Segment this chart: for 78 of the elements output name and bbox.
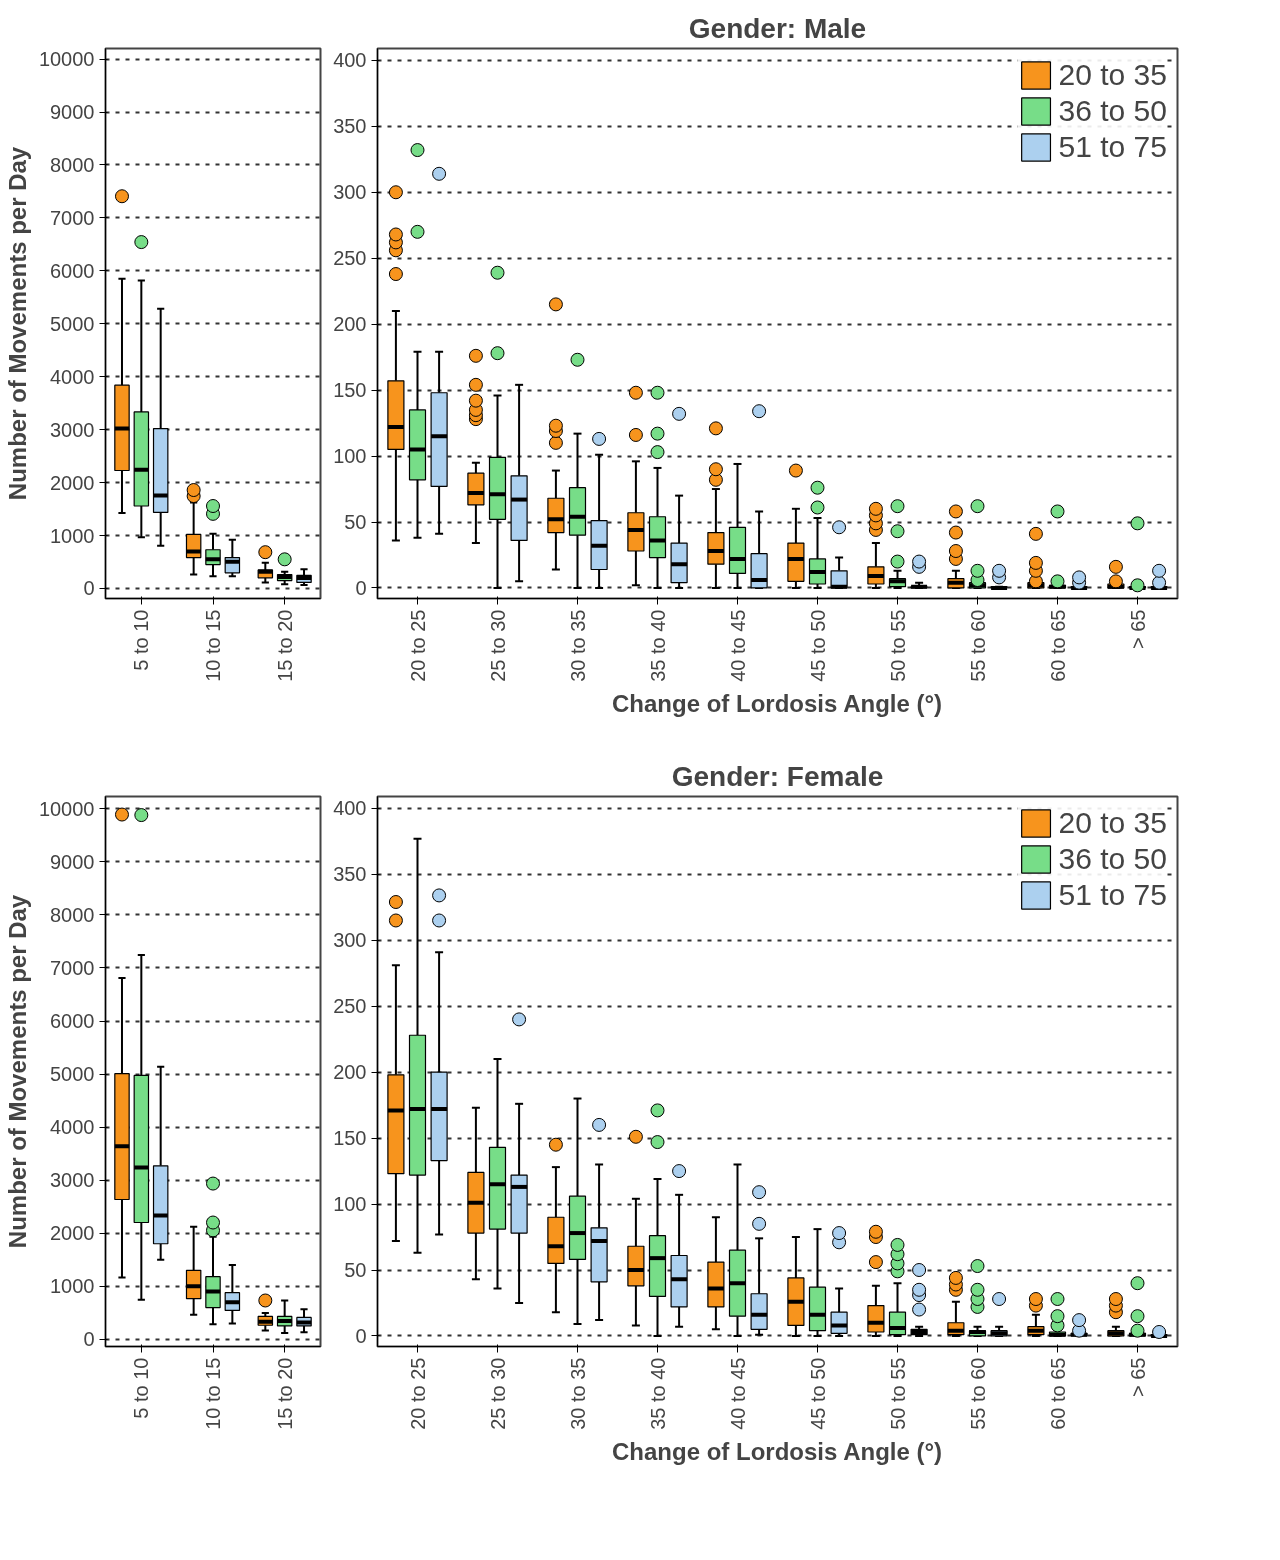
x-tick-label: 35 to 40 (646, 1357, 669, 1430)
y-tick-label: 1000 (50, 524, 95, 547)
y-tick-label: 8000 (50, 153, 95, 176)
y-tick-label: 400 (333, 49, 367, 72)
y-tick-label: 10000 (38, 48, 95, 71)
y-tick-label: 5000 (50, 1063, 95, 1086)
legend-label: 36 to 50 (1058, 94, 1167, 128)
x-tick-label: 10 to 15 (202, 1357, 224, 1430)
y-tick-label: 8000 (50, 903, 95, 926)
x-tick-label: 10 to 15 (202, 609, 224, 682)
y-tick-label: 4000 (50, 365, 95, 388)
x-tick-label: 60 to 65 (1046, 1357, 1069, 1430)
y-tick-label: 0 (355, 576, 367, 599)
y-tick-label: 250 (333, 995, 367, 1018)
y-tick-label: 3000 (50, 418, 95, 441)
x-tick-label: 5 to 10 (130, 1357, 153, 1419)
y-tick-label: 150 (333, 1127, 367, 1150)
chart-title: Gender: Male (688, 12, 867, 44)
y-tick-label: 6000 (50, 1010, 95, 1032)
y-tick-label: 50 (344, 1259, 367, 1281)
y-tick-label: 3000 (50, 1169, 95, 1192)
y-tick-label: 150 (333, 379, 367, 402)
x-tick-label: 50 to 55 (886, 1357, 909, 1430)
y-tick-label: 1000 (50, 1275, 95, 1298)
legend-label: 51 to 75 (1058, 878, 1167, 912)
y-tick-label: 350 (333, 863, 367, 886)
x-axis-title: Change of Lordosis Angle (°) (612, 1437, 943, 1465)
legend-label: 36 to 50 (1058, 842, 1167, 876)
y-tick-label: 200 (333, 1061, 367, 1084)
x-tick-label: 55 to 60 (966, 609, 989, 682)
y-tick-label: 9000 (50, 101, 95, 124)
legend-label: 51 to 75 (1058, 130, 1167, 164)
y-tick-label: 5000 (50, 312, 95, 335)
x-tick-label: > 65 (1126, 1357, 1149, 1397)
y-axis-title: Number of Movements per Day (3, 146, 31, 501)
y-tick-label: 0 (355, 1324, 367, 1347)
legend-label: 20 to 35 (1058, 58, 1167, 92)
y-tick-label: 2000 (50, 1222, 95, 1245)
x-tick-label: 15 to 20 (273, 609, 296, 682)
x-tick-label: 20 to 25 (406, 1357, 429, 1430)
x-tick-label: 60 to 65 (1046, 609, 1069, 682)
y-tick-label: 200 (333, 313, 367, 336)
y-tick-label: 6000 (50, 259, 95, 282)
x-tick-label: 5 to 10 (130, 609, 153, 671)
x-tick-label: 30 to 35 (566, 609, 589, 682)
y-tick-label: 4000 (50, 1116, 95, 1139)
y-tick-label: 250 (333, 247, 367, 270)
x-tick-label: 35 to 40 (646, 609, 669, 682)
y-tick-label: 300 (333, 181, 367, 204)
y-tick-label: 7000 (50, 206, 95, 229)
x-tick-label: 20 to 25 (406, 609, 429, 682)
y-tick-label: 300 (333, 929, 367, 952)
x-tick-label: 25 to 30 (486, 609, 509, 682)
x-axis-title: Change of Lordosis Angle (°) (612, 689, 943, 717)
x-tick-label: 15 to 20 (273, 1357, 296, 1430)
y-tick-label: 100 (333, 1193, 367, 1216)
legend-label: 20 to 35 (1058, 806, 1167, 840)
x-tick-label: > 65 (1126, 609, 1149, 649)
x-tick-label: 45 to 50 (806, 609, 829, 682)
x-tick-label: 55 to 60 (966, 1357, 989, 1430)
chart-title: Gender: Female (671, 760, 884, 792)
x-tick-label: 30 to 35 (566, 1357, 589, 1430)
y-tick-label: 50 (344, 511, 367, 533)
y-tick-label: 10000 (38, 797, 95, 820)
x-tick-label: 25 to 30 (486, 1357, 509, 1430)
y-tick-label: 0 (83, 1328, 95, 1351)
y-tick-label: 2000 (50, 471, 95, 494)
y-axis-title: Number of Movements per Day (3, 894, 31, 1249)
y-tick-label: 7000 (50, 956, 95, 979)
y-tick-label: 9000 (50, 850, 95, 873)
y-tick-label: 400 (333, 797, 367, 820)
x-tick-label: 45 to 50 (806, 1357, 829, 1430)
y-tick-label: 0 (83, 577, 95, 600)
x-tick-label: 40 to 45 (726, 609, 749, 682)
y-tick-label: 350 (333, 115, 367, 138)
y-tick-label: 100 (333, 445, 367, 468)
x-tick-label: 50 to 55 (886, 609, 909, 682)
x-tick-label: 40 to 45 (726, 1357, 749, 1430)
